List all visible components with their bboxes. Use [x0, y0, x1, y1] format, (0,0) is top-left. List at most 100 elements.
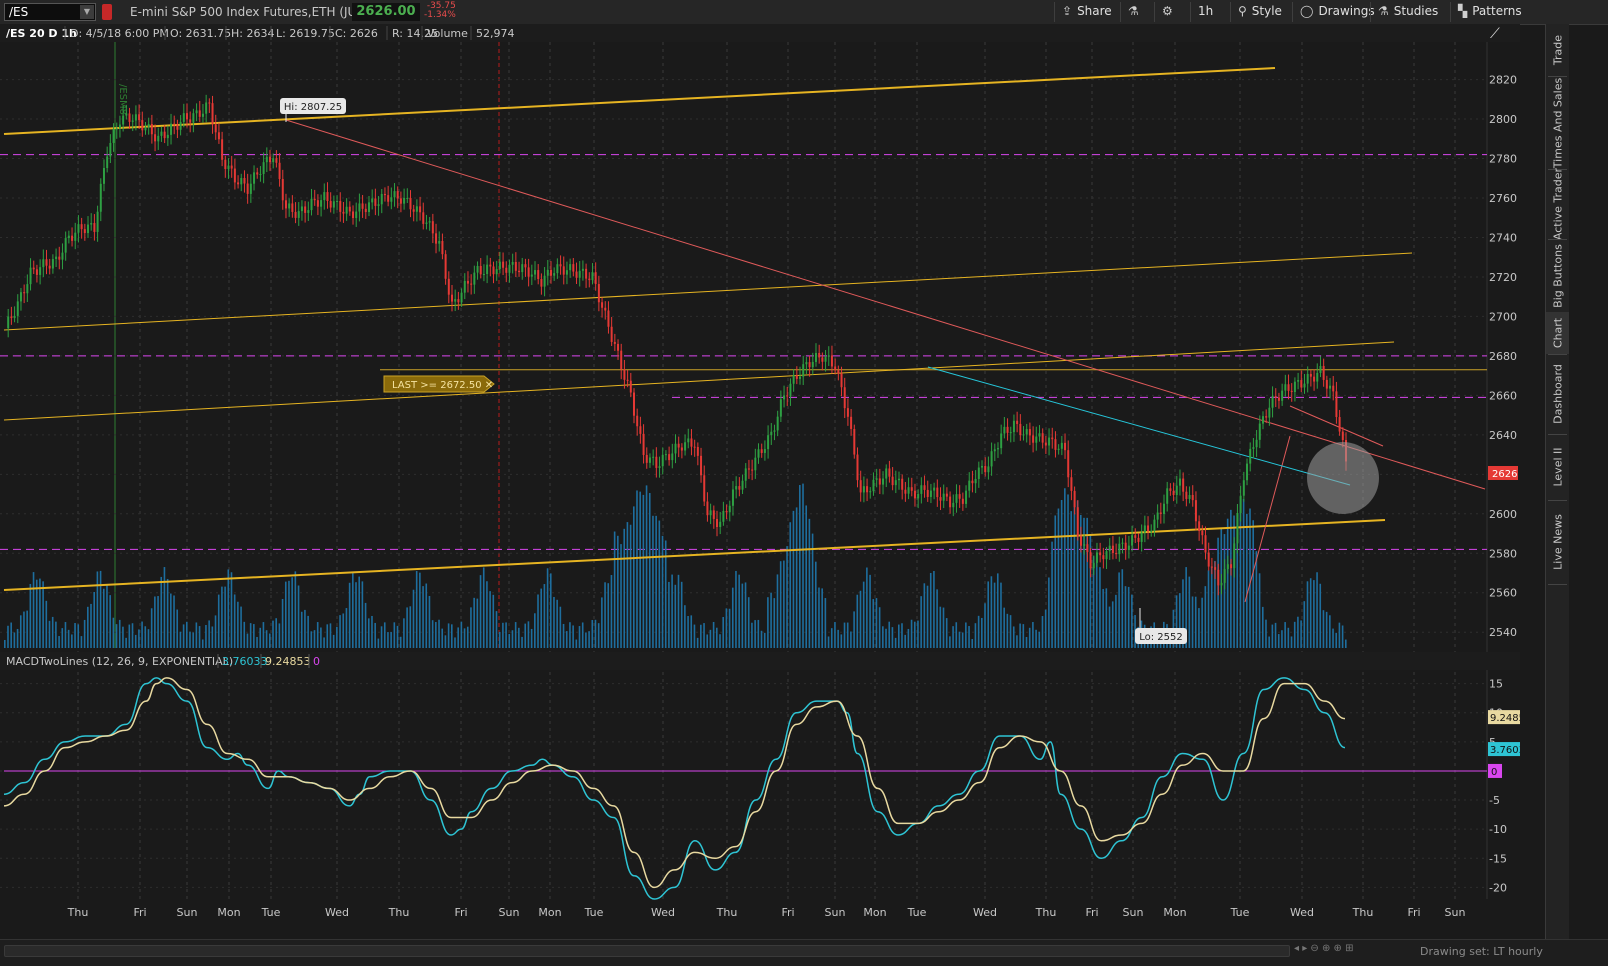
candle-body: [942, 493, 945, 501]
volume-bar: [441, 628, 444, 648]
volume-bar: [361, 581, 364, 648]
candle-body: [259, 173, 262, 175]
style-button[interactable]: ⚲ Style: [1238, 4, 1282, 18]
current-price-tag: [1488, 466, 1518, 480]
volume-bar: [859, 590, 862, 648]
sidebar-tab-active-trader[interactable]: Active Trader: [1546, 168, 1569, 240]
candle-body: [102, 168, 105, 184]
change-percent: -1.34%: [424, 10, 456, 20]
y-tick-label: 2560: [1489, 587, 1517, 600]
volume-bar: [294, 571, 297, 648]
candle-body: [23, 292, 26, 294]
y-tick-label: 2740: [1489, 231, 1517, 244]
x-tick-label: Tue: [261, 906, 281, 919]
sidebar-tab-level-ii[interactable]: Level II: [1546, 434, 1569, 500]
candle-body: [313, 198, 316, 201]
volume-bar: [527, 621, 530, 648]
gear-button[interactable]: ⚙: [1162, 4, 1178, 18]
candle-body: [773, 430, 776, 432]
sidebar-divider: [1548, 500, 1567, 501]
candle-body: [243, 178, 246, 184]
candle-body: [16, 301, 19, 316]
flask-button[interactable]: ⚗: [1128, 4, 1144, 18]
volume-bar: [313, 630, 316, 648]
candle-body: [553, 273, 556, 276]
candle-body: [224, 159, 227, 170]
candle-body: [1051, 437, 1054, 440]
candle-body: [690, 438, 693, 447]
macd-series-value: [3, 677, 1346, 900]
candle-body: [109, 142, 112, 157]
sidebar-tab-live-news[interactable]: Live News: [1546, 500, 1569, 584]
candle-body: [64, 238, 67, 253]
chart-svg[interactable]: /ES 20 D 1hD: 4/5/18 6:00 PM O: 2631.75 H:…: [0, 24, 1532, 939]
patterns-button[interactable]: ▚ Patterns: [1458, 4, 1522, 18]
volume-bar: [176, 609, 179, 648]
volume-bar: [508, 633, 511, 648]
volume-bar: [390, 632, 392, 648]
volume-bar: [1009, 615, 1012, 648]
volume-bar: [585, 632, 587, 648]
studies-button[interactable]: ⚗ Studies: [1378, 4, 1438, 18]
volume-bar: [1261, 606, 1264, 648]
candle-body: [297, 211, 300, 218]
link-icon[interactable]: [102, 4, 112, 20]
candle-body: [933, 487, 936, 491]
volume-bar: [1175, 595, 1178, 648]
candle-body: [802, 364, 805, 377]
candle-body: [1006, 426, 1009, 433]
candle-body: [738, 486, 741, 490]
volume-bar: [160, 576, 163, 648]
1h-button[interactable]: 1h: [1198, 4, 1213, 18]
share-button[interactable]: ⇪ Share: [1062, 4, 1112, 18]
macd-series-avg: [3, 677, 1346, 889]
sidebar-tab-trade[interactable]: Trade: [1546, 24, 1569, 76]
candle-body: [399, 198, 402, 204]
candle-body: [524, 264, 527, 268]
candle-body: [1325, 379, 1328, 389]
candle-body: [403, 197, 406, 204]
candle-body: [371, 198, 374, 203]
candle-body: [540, 279, 543, 287]
volume-bar: [371, 615, 373, 648]
volume-bar: [115, 624, 118, 648]
candle-body: [779, 399, 782, 417]
candle-body: [569, 264, 572, 271]
volume-bar: [862, 581, 865, 648]
volume-bar: [725, 608, 728, 648]
sidebar-tab-times-and-sales[interactable]: Times And Sales: [1546, 76, 1569, 169]
candle-body: [35, 269, 38, 275]
symbol-input[interactable]: /ES ▼: [4, 3, 96, 21]
volume-bar: [613, 531, 616, 648]
candle-body: [99, 183, 102, 212]
y-tick-label: 2780: [1489, 153, 1517, 166]
nav-arrows-icon[interactable]: ◂ ▸ ⊖ ⊕ ⊕ ⊞: [1294, 943, 1354, 954]
volume-bar: [636, 490, 638, 648]
sidebar-divider: [1548, 434, 1567, 435]
candle-body: [173, 123, 176, 125]
volume-bar: [540, 588, 542, 648]
candle-body: [463, 280, 466, 293]
sidebar-tab-chart[interactable]: Chart: [1546, 312, 1569, 354]
sidebar-tab-label: Chart: [1551, 317, 1565, 349]
volume-bar: [623, 528, 626, 648]
volume-bar: [1332, 628, 1334, 648]
volume-bar: [409, 606, 412, 648]
candle-body: [348, 206, 351, 212]
volume-bar: [230, 572, 233, 648]
candle-body: [470, 283, 473, 285]
chevron-down-icon[interactable]: ▼: [80, 5, 94, 19]
volume-bar: [929, 572, 932, 648]
chart-area[interactable]: /ES 20 D 1h D: 4/5/18 6:00 PM O: 2631.75 H:…: [0, 24, 1532, 939]
candle-body: [1000, 433, 1003, 449]
volume-bar: [1242, 498, 1245, 648]
volume-bar: [728, 608, 731, 648]
horizontal-scrollbar[interactable]: [4, 945, 1290, 957]
candle-body: [29, 267, 32, 285]
candle-body: [885, 468, 888, 479]
sidebar-tab-big-buttons[interactable]: Big Buttons: [1546, 239, 1569, 312]
sidebar-tab-dashboard[interactable]: Dashboard: [1546, 354, 1569, 434]
candle-body: [1332, 385, 1335, 392]
volume-bar: [521, 636, 523, 648]
drawings-button[interactable]: ◯ Drawings: [1300, 4, 1375, 18]
